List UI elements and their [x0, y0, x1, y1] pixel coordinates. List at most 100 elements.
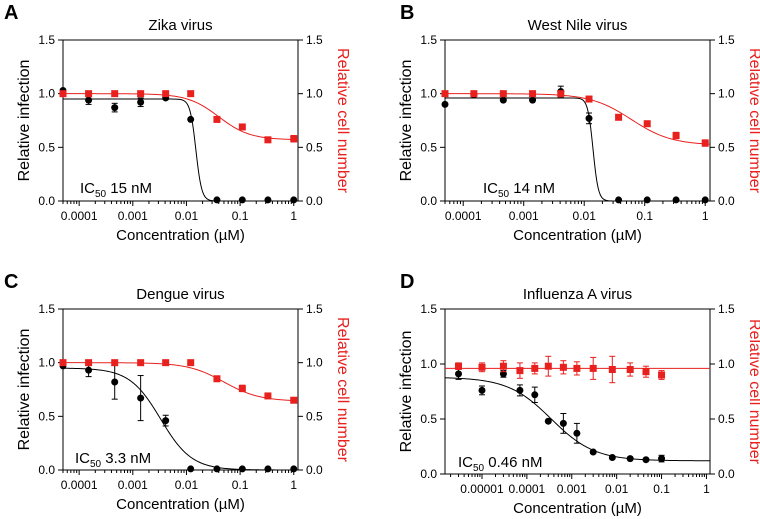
data-point-circle [658, 455, 666, 463]
y2-tick-label: 0.0 [718, 194, 735, 208]
y2-tick-label: 1.0 [718, 357, 735, 371]
data-point-circle [137, 394, 145, 402]
fit-curve [63, 93, 299, 141]
data-point-square [499, 90, 507, 98]
data-point-circle [642, 456, 650, 464]
x-tick-label: 0.01 [605, 482, 629, 496]
data-point-square [643, 120, 651, 128]
data-point-square [585, 95, 593, 103]
ic50-subscript: 50 [90, 459, 102, 470]
y2-axis-label: Relative cell number [334, 317, 351, 463]
y-tick-label: 0.0 [420, 467, 437, 481]
x-axis-label: Concentration (µM) [513, 227, 642, 244]
panel-letter: D [400, 271, 414, 293]
data-point-square [111, 359, 119, 367]
fit-curve [63, 98, 298, 202]
data-point-circle [573, 429, 581, 437]
data-point-circle [585, 114, 593, 122]
data-point-square [213, 375, 221, 383]
data-point-circle [544, 417, 552, 425]
y-tick-label: 1.0 [420, 357, 437, 371]
x-tick-label: 0.1 [232, 478, 249, 492]
y2-axis-label: Relative cell number [746, 48, 760, 194]
data-point-circle [187, 115, 195, 123]
data-point-circle [238, 196, 246, 204]
data-point-circle [213, 465, 221, 473]
data-point-square [59, 90, 67, 98]
y-tick-label: 1.0 [38, 87, 55, 101]
y-tick-label: 0.0 [420, 194, 437, 208]
x-tick-label: 0.01 [573, 209, 597, 223]
data-point-circle [187, 465, 195, 473]
data-point-circle [290, 465, 298, 473]
ic50-label: IC [458, 454, 473, 471]
data-point-square [658, 371, 666, 379]
data-point-square [589, 364, 597, 372]
data-point-circle [608, 454, 616, 461]
data-point-square [187, 90, 195, 98]
data-point-square [238, 123, 246, 131]
x-tick-label: 0.1 [653, 482, 670, 496]
plot-frame [62, 39, 299, 202]
y-tick-label: 1.5 [38, 302, 55, 316]
y-tick-label: 1.5 [420, 302, 437, 316]
ic50-annotation: IC50 3.3 nM [75, 450, 151, 470]
data-point-square [264, 136, 272, 144]
data-point-circle [213, 196, 221, 204]
fit-curve [62, 367, 299, 471]
data-point-circle [162, 417, 170, 425]
fit-curve [445, 97, 710, 202]
data-point-circle [85, 96, 93, 104]
chart-title: West Nile virus [528, 17, 628, 34]
data-point-square [642, 368, 650, 376]
data-point-circle [111, 104, 119, 112]
ic50-label: IC [483, 180, 498, 197]
data-point-circle [499, 96, 507, 104]
y2-axis-label: Relative cell number [746, 319, 760, 465]
ic50-subscript: 50 [473, 463, 485, 474]
x-tick-label: 1 [290, 209, 297, 223]
data-point-square [529, 90, 537, 98]
fit-curve [63, 362, 299, 402]
x-tick-label: 0.01 [175, 478, 199, 492]
x-axis-label: Concentration (µM) [513, 500, 642, 517]
y-tick-label: 1.0 [420, 87, 437, 101]
y-axis-label: Relative infection [16, 60, 33, 182]
y-tick-label: 1.5 [38, 33, 55, 47]
data-point-square [701, 139, 709, 147]
series-cell-number [445, 355, 710, 384]
series-cell-number [59, 90, 299, 144]
x-tick-label: 0.0001 [509, 482, 546, 496]
x-tick-label: 0.001 [118, 209, 148, 223]
data-point-circle [264, 196, 272, 204]
plot-frame [444, 308, 711, 475]
chart-title: Influenza A virus [523, 286, 632, 303]
panel-letter: B [400, 2, 414, 24]
ic50-subscript: 50 [498, 189, 510, 200]
data-point-circle [589, 448, 597, 456]
data-point-circle [559, 419, 567, 427]
series-infection [59, 86, 298, 204]
data-point-circle [238, 465, 246, 473]
data-point-circle [85, 366, 93, 374]
y2-tick-label: 1.5 [306, 33, 323, 47]
ic50-value: 3.3 nM [101, 450, 151, 467]
data-point-square [290, 396, 298, 404]
plot-frame [62, 308, 299, 471]
data-point-square [499, 362, 507, 370]
y2-tick-label: 1.0 [718, 87, 735, 101]
series-cell-number [59, 359, 299, 404]
data-point-square [162, 90, 170, 98]
series-infection [441, 85, 710, 204]
y-tick-label: 0.5 [420, 412, 437, 426]
x-tick-label: 0.0001 [61, 478, 98, 492]
y2-tick-label: 0.5 [718, 412, 735, 426]
data-point-square [441, 90, 449, 98]
data-point-circle [137, 98, 145, 106]
ic50-value: 0.46 nM [484, 454, 542, 471]
y2-tick-label: 0.0 [306, 194, 323, 208]
data-point-square [470, 90, 478, 98]
y2-tick-label: 1.5 [718, 33, 735, 47]
y2-tick-label: 0.5 [718, 140, 735, 154]
y2-axis-label: Relative cell number [334, 48, 351, 194]
